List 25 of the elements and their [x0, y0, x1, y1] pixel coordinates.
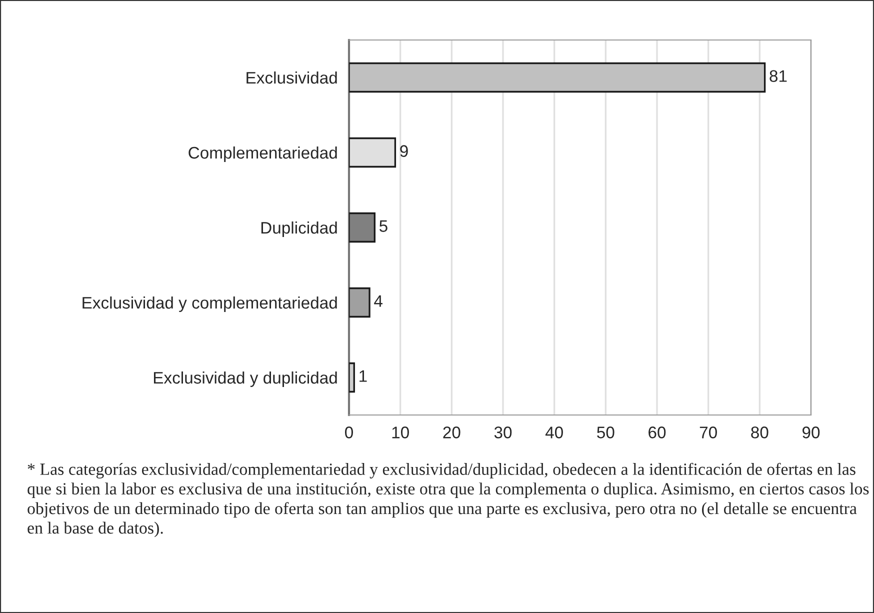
x-tick-label: 30 [494, 426, 512, 438]
bar [349, 62, 766, 93]
x-tick-label: 40 [545, 426, 563, 438]
y-tick-label: Complementariedad [188, 146, 337, 162]
x-tick-label: 0 [345, 426, 353, 438]
data-label: 9 [400, 145, 408, 157]
y-tick-label: Duplicidad [261, 221, 337, 237]
x-tick-label: 10 [392, 426, 409, 438]
y-tick-label: Exclusividad y duplicidad [154, 371, 337, 387]
y-tick-label: Exclusividad y complementariedad [82, 296, 337, 312]
data-label: 1 [360, 370, 367, 382]
data-label: 5 [380, 220, 388, 232]
bar [349, 362, 355, 393]
data-label: 4 [374, 295, 382, 307]
x-tick-label: 60 [648, 426, 666, 438]
bar [349, 287, 370, 318]
x-tick-label: 70 [700, 426, 717, 438]
bar [349, 137, 396, 168]
text: * Las categorías exclusividad/complementariedad y exclusividad/duplicidad, obedecen a la identificación de ofertas en las que si bien la labor es exclusiva de una institución, existe otra que la complementa o duplica. Asimismo, en ciertos casos los objetivos de un determinado tipo de oferta son tan amplios que una parte es exclusiva, pero otra no (el detalle se encuentra en la base de datos). [28, 462, 869, 538]
x-tick-label: 50 [597, 426, 614, 438]
x-tick-label: 90 [802, 426, 820, 438]
y-tick-label: Exclusividad [246, 71, 337, 84]
x-tick-label: 20 [443, 426, 460, 438]
data-label: 81 [770, 70, 787, 82]
x-tick-label: 80 [751, 426, 768, 438]
